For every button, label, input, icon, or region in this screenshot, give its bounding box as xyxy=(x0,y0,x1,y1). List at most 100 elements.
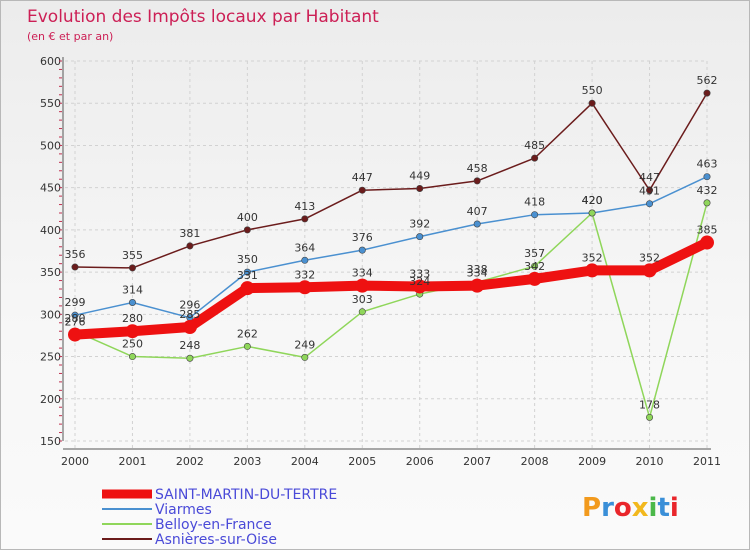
data-label: 342 xyxy=(524,260,545,273)
data-point xyxy=(700,235,714,250)
data-label: 331 xyxy=(237,269,258,282)
data-point xyxy=(182,320,197,334)
y-tick-label: 150 xyxy=(40,435,61,448)
data-point xyxy=(416,185,424,193)
data-point xyxy=(301,256,309,264)
data-point xyxy=(71,263,79,271)
data-label: 303 xyxy=(352,293,373,306)
data-point xyxy=(585,263,600,278)
data-label: 334 xyxy=(352,267,373,280)
data-point xyxy=(186,354,194,362)
data-point xyxy=(470,278,485,293)
proxiti-logo: Proxiti xyxy=(582,493,679,523)
data-point xyxy=(646,413,654,421)
x-tick-label: 2002 xyxy=(176,455,204,468)
data-label: 280 xyxy=(65,312,86,325)
data-label: 248 xyxy=(179,339,200,352)
data-point xyxy=(473,177,481,185)
data-label: 385 xyxy=(697,224,718,237)
data-point xyxy=(68,327,82,342)
data-label: 400 xyxy=(237,211,258,224)
x-tick-label: 2010 xyxy=(636,455,664,468)
series-line xyxy=(74,202,708,419)
y-tick-label: 250 xyxy=(40,351,61,364)
legend-label: SAINT-MARTIN-DU-TERTRE xyxy=(155,487,337,503)
logo-letter: i xyxy=(649,493,658,523)
data-label: 334 xyxy=(467,267,488,280)
data-point xyxy=(531,154,539,162)
x-tick-label: 2009 xyxy=(578,455,606,468)
y-tick-label: 300 xyxy=(40,308,61,321)
data-point xyxy=(301,215,309,223)
y-tick-label: 400 xyxy=(40,224,61,237)
data-label: 420 xyxy=(582,194,603,207)
data-label: 352 xyxy=(639,251,660,264)
data-point xyxy=(703,89,711,97)
legend-label: Viarmes xyxy=(155,502,212,518)
data-labels: 356 355 381 400 413 447 449 458 485 550 447 562 299 3… xyxy=(65,74,718,411)
x-tick-label: 2006 xyxy=(406,455,434,468)
x-tick-label: 2011 xyxy=(693,455,721,468)
data-label: 550 xyxy=(582,84,603,97)
x-tick-label: 2001 xyxy=(118,455,146,468)
data-label: 357 xyxy=(524,247,545,260)
data-point xyxy=(531,211,539,219)
grid xyxy=(65,60,708,449)
data-point xyxy=(531,262,539,270)
y-tick-label: 200 xyxy=(40,393,61,406)
data-label: 432 xyxy=(697,184,718,197)
x-tick-label: 2005 xyxy=(348,455,376,468)
data-label: 299 xyxy=(65,296,86,309)
data-point xyxy=(128,299,136,307)
data-point xyxy=(703,173,711,181)
y-tick-label: 450 xyxy=(40,182,61,195)
data-label: 249 xyxy=(294,338,315,351)
data-point xyxy=(358,186,366,194)
data-label: 178 xyxy=(639,398,660,411)
legend: SAINT-MARTIN-DU-TERTREViarmesBelloy-en-F… xyxy=(102,487,337,548)
data-label: 276 xyxy=(65,316,86,329)
data-point xyxy=(71,311,79,319)
y-tick-label: 550 xyxy=(40,97,61,110)
data-label: 350 xyxy=(237,253,258,266)
data-point xyxy=(412,279,427,294)
data-label: 420 xyxy=(582,194,603,207)
data-label: 314 xyxy=(122,284,143,297)
data-point xyxy=(646,200,654,208)
y-tick-label: 500 xyxy=(40,139,61,152)
data-label: 352 xyxy=(582,251,603,264)
data-point xyxy=(416,233,424,241)
data-point xyxy=(186,242,194,250)
data-point xyxy=(243,342,251,350)
data-label: 333 xyxy=(409,267,430,280)
data-label: 356 xyxy=(65,248,86,261)
logo-letter: i xyxy=(670,493,679,523)
data-label: 355 xyxy=(122,249,143,262)
data-point xyxy=(128,353,136,361)
chart-subtitle: (en € et par an) xyxy=(27,30,113,43)
data-point xyxy=(646,186,654,194)
data-label: 338 xyxy=(467,263,488,276)
x-tick-label: 2004 xyxy=(291,455,319,468)
data-point xyxy=(243,268,251,276)
data-label: 447 xyxy=(352,171,373,184)
data-point xyxy=(588,209,596,217)
logo-letter: P xyxy=(582,493,601,523)
series-line xyxy=(74,175,708,319)
data-point xyxy=(301,353,309,361)
data-label: 485 xyxy=(524,139,545,152)
data-point xyxy=(128,264,136,272)
data-label: 413 xyxy=(294,200,315,213)
logo-letter: r xyxy=(601,493,614,523)
data-label: 364 xyxy=(294,241,315,254)
data-point xyxy=(358,246,366,254)
data-point xyxy=(125,324,140,339)
data-point xyxy=(588,99,596,107)
data-label: 449 xyxy=(409,170,430,183)
data-label: 376 xyxy=(352,231,373,244)
data-point xyxy=(355,278,370,293)
y-tick-label: 600 xyxy=(40,55,61,68)
